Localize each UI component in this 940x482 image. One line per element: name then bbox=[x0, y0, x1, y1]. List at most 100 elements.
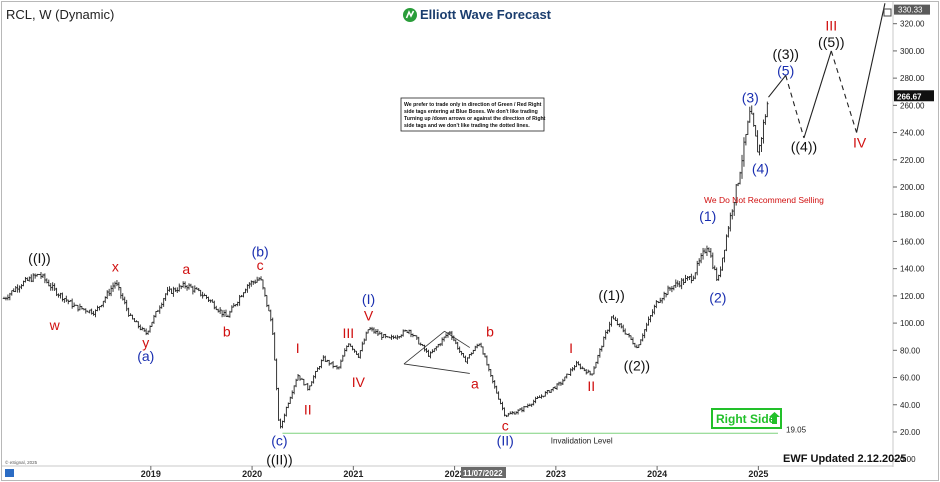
last-price-box bbox=[894, 90, 934, 102]
wave-label: (b) bbox=[252, 243, 269, 259]
top-price-label: 330.33 bbox=[898, 6, 923, 15]
price-bar bbox=[748, 106, 752, 123]
price-bar bbox=[493, 380, 497, 389]
price-bar bbox=[433, 348, 436, 353]
wave-label: (2) bbox=[709, 290, 726, 306]
y-tick-label: 180.00 bbox=[900, 210, 925, 219]
price-bar bbox=[174, 287, 177, 292]
price-bar bbox=[251, 280, 255, 285]
wave-label: (4) bbox=[752, 160, 769, 176]
price-bar bbox=[557, 381, 561, 386]
wave-label: ((1)) bbox=[598, 287, 624, 303]
price-bar bbox=[133, 317, 136, 323]
price-bar bbox=[376, 329, 380, 336]
price-bar bbox=[738, 171, 742, 185]
price-bar bbox=[715, 267, 718, 281]
price-bar bbox=[230, 305, 234, 313]
price-bar bbox=[544, 391, 547, 397]
triangle-line bbox=[403, 363, 470, 374]
price-bar bbox=[534, 396, 537, 404]
price-bar bbox=[427, 349, 430, 357]
settings-icon[interactable] bbox=[883, 8, 892, 17]
wave-label: II bbox=[304, 401, 312, 417]
price-bar bbox=[380, 332, 384, 340]
price-bar bbox=[362, 338, 366, 345]
wave-label: (c) bbox=[271, 433, 287, 449]
price-bar bbox=[670, 286, 674, 293]
price-bar bbox=[216, 308, 220, 313]
y-tick-label: 100.00 bbox=[900, 319, 925, 328]
top-price-box bbox=[894, 4, 930, 15]
price-bar bbox=[298, 375, 302, 381]
price-bar bbox=[520, 407, 524, 413]
price-bar bbox=[53, 283, 56, 291]
notice-line-4: side tags and we don't like trading the … bbox=[404, 123, 530, 129]
y-tick-label: 120.00 bbox=[900, 292, 925, 301]
price-bar bbox=[39, 272, 43, 279]
price-bar bbox=[290, 390, 294, 400]
price-bar bbox=[366, 329, 370, 334]
symbol-title: RCL, W (Dynamic) bbox=[6, 7, 114, 22]
y-tick-label: 0.00 bbox=[900, 455, 916, 464]
wave-label: V bbox=[364, 307, 374, 323]
price-bar bbox=[684, 274, 687, 284]
price-bar bbox=[220, 309, 224, 318]
price-bar bbox=[721, 257, 724, 271]
price-bar bbox=[102, 300, 105, 308]
price-bar bbox=[390, 334, 393, 340]
time-axis: 2019 2020 2021 2022 2023 2024 2025 bbox=[141, 466, 768, 479]
price-bar bbox=[723, 249, 726, 263]
wave-label: c bbox=[257, 257, 264, 273]
price-bar bbox=[248, 282, 251, 289]
date-badge: 11/07/2022 bbox=[463, 469, 503, 478]
wave-label: x bbox=[112, 258, 119, 274]
price-bar bbox=[678, 281, 681, 288]
wave-label: b bbox=[223, 324, 231, 340]
price-bar bbox=[137, 321, 140, 329]
projection-line bbox=[856, 3, 886, 133]
triangle-pattern bbox=[403, 330, 470, 374]
wave-label: c bbox=[502, 418, 509, 434]
price-bar bbox=[296, 373, 300, 381]
wave-labels: ((I))wxy(a)ab(b)cIII(c)((II))IIIIV(I)Vba… bbox=[28, 17, 867, 467]
wave-label: (5) bbox=[777, 62, 794, 78]
price-bar bbox=[183, 281, 187, 289]
price-bar bbox=[592, 366, 596, 375]
price-bar bbox=[752, 112, 755, 127]
price-bar bbox=[690, 273, 693, 284]
price-bar bbox=[701, 247, 705, 260]
x-tick-label: 2020 bbox=[242, 469, 262, 479]
y-tick-label: 80.00 bbox=[900, 346, 921, 355]
copyright-text: © eSignal, 2025 bbox=[5, 459, 38, 465]
price-bar bbox=[419, 342, 423, 346]
wave-label: (3) bbox=[742, 90, 759, 106]
wave-label: a bbox=[182, 261, 190, 277]
price-bar bbox=[187, 283, 191, 290]
price-bar bbox=[697, 258, 701, 266]
price-bar bbox=[549, 389, 553, 393]
price-bar bbox=[343, 348, 347, 357]
price-bar bbox=[651, 309, 654, 317]
price-bar bbox=[115, 280, 119, 287]
price-bar bbox=[125, 299, 128, 312]
price-bar bbox=[744, 133, 748, 146]
price-bar bbox=[275, 358, 278, 391]
price-bar bbox=[699, 253, 703, 264]
price-bar bbox=[532, 399, 535, 406]
price-bar bbox=[224, 309, 228, 317]
price-axis: 0.00 20.00 40.00 60.00 80.00 100.00 120.00 140.… bbox=[893, 4, 934, 464]
price-bar bbox=[551, 387, 555, 392]
y-tick-label: 20.00 bbox=[900, 428, 921, 437]
price-bar bbox=[481, 346, 485, 355]
price-bar bbox=[664, 292, 668, 298]
price-bar bbox=[417, 336, 421, 345]
wave-label: w bbox=[49, 317, 61, 333]
price-bar bbox=[425, 347, 428, 353]
trading-notice: We prefer to trade only in direction of … bbox=[400, 97, 546, 132]
price-bar bbox=[627, 333, 631, 338]
price-bar bbox=[65, 295, 68, 303]
price-bar bbox=[360, 341, 364, 352]
price-bar bbox=[31, 273, 35, 283]
price-bar bbox=[501, 401, 504, 411]
